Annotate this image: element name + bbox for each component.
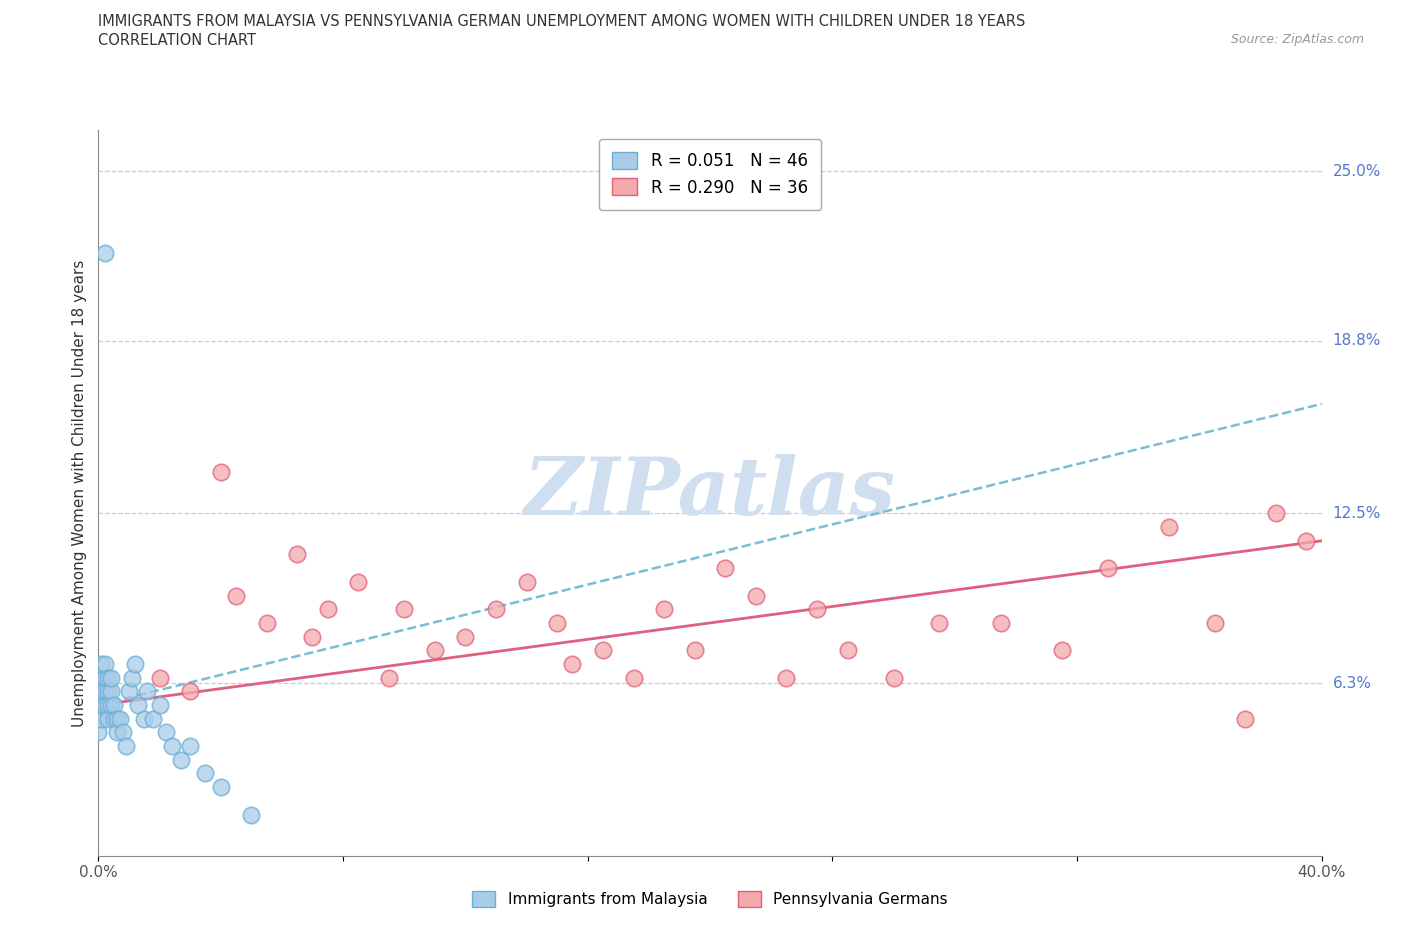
Point — [990, 616, 1012, 631]
Point — [93, 657, 115, 671]
Point — [155, 725, 177, 740]
Point — [93, 246, 115, 260]
Point — [546, 616, 568, 631]
Text: 18.8%: 18.8% — [1333, 334, 1381, 349]
Point — [347, 575, 370, 590]
Point — [90, 657, 112, 671]
Point — [485, 602, 508, 617]
Point — [87, 671, 110, 685]
Point — [209, 465, 232, 480]
Point — [149, 671, 172, 685]
Point — [87, 725, 110, 740]
Point — [1097, 561, 1119, 576]
Point — [124, 657, 146, 671]
Text: ZIPatlas: ZIPatlas — [524, 454, 896, 532]
Y-axis label: Unemployment Among Women with Children Under 18 years: Unemployment Among Women with Children U… — [72, 259, 87, 726]
Point — [87, 684, 110, 698]
Text: IMMIGRANTS FROM MALAYSIA VS PENNSYLVANIA GERMAN UNEMPLOYMENT AMONG WOMEN WITH CH: IMMIGRANTS FROM MALAYSIA VS PENNSYLVANIA… — [98, 14, 1026, 29]
Text: CORRELATION CHART: CORRELATION CHART — [98, 33, 256, 47]
Point — [100, 684, 122, 698]
Point — [134, 711, 156, 726]
Point — [454, 630, 477, 644]
Point — [194, 766, 217, 781]
Point — [100, 698, 122, 712]
Point — [87, 711, 110, 726]
Point — [652, 602, 675, 617]
Legend: Immigrants from Malaysia, Pennsylvania Germans: Immigrants from Malaysia, Pennsylvania G… — [467, 885, 953, 913]
Point — [90, 711, 112, 726]
Point — [105, 711, 128, 726]
Point — [93, 671, 115, 685]
Point — [118, 684, 141, 698]
Point — [623, 671, 645, 685]
Point — [592, 643, 614, 658]
Point — [97, 671, 120, 685]
Point — [1295, 534, 1317, 549]
Point — [90, 698, 112, 712]
Point — [240, 807, 263, 822]
Point — [1204, 616, 1226, 631]
Point — [127, 698, 149, 712]
Point — [179, 684, 201, 698]
Point — [516, 575, 538, 590]
Point — [301, 630, 323, 644]
Point — [90, 684, 112, 698]
Point — [1234, 711, 1257, 726]
Point — [136, 684, 159, 698]
Point — [928, 616, 950, 631]
Point — [775, 671, 797, 685]
Point — [423, 643, 446, 658]
Point — [111, 725, 134, 740]
Point — [90, 671, 112, 685]
Point — [115, 738, 138, 753]
Point — [100, 671, 122, 685]
Point — [93, 684, 115, 698]
Point — [837, 643, 859, 658]
Point — [1264, 506, 1286, 521]
Point — [1157, 520, 1180, 535]
Point — [1050, 643, 1073, 658]
Point — [149, 698, 172, 712]
Point — [108, 711, 131, 726]
Point — [103, 711, 125, 726]
Point — [121, 671, 143, 685]
Point — [97, 711, 120, 726]
Point — [561, 657, 583, 671]
Point — [683, 643, 706, 658]
Point — [806, 602, 828, 617]
Point — [209, 779, 232, 794]
Text: Source: ZipAtlas.com: Source: ZipAtlas.com — [1230, 33, 1364, 46]
Text: 12.5%: 12.5% — [1333, 506, 1381, 521]
Text: 6.3%: 6.3% — [1333, 676, 1372, 691]
Point — [90, 698, 112, 712]
Point — [160, 738, 183, 753]
Point — [256, 616, 278, 631]
Point — [170, 752, 193, 767]
Point — [745, 588, 768, 603]
Point — [179, 738, 201, 753]
Point — [103, 698, 125, 712]
Point — [714, 561, 737, 576]
Point — [316, 602, 339, 617]
Point — [225, 588, 247, 603]
Point — [285, 547, 308, 562]
Point — [883, 671, 905, 685]
Point — [90, 684, 112, 698]
Point — [378, 671, 401, 685]
Point — [97, 698, 120, 712]
Text: 25.0%: 25.0% — [1333, 164, 1381, 179]
Point — [392, 602, 416, 617]
Point — [87, 698, 110, 712]
Point — [105, 725, 128, 740]
Point — [97, 684, 120, 698]
Point — [142, 711, 165, 726]
Point — [93, 698, 115, 712]
